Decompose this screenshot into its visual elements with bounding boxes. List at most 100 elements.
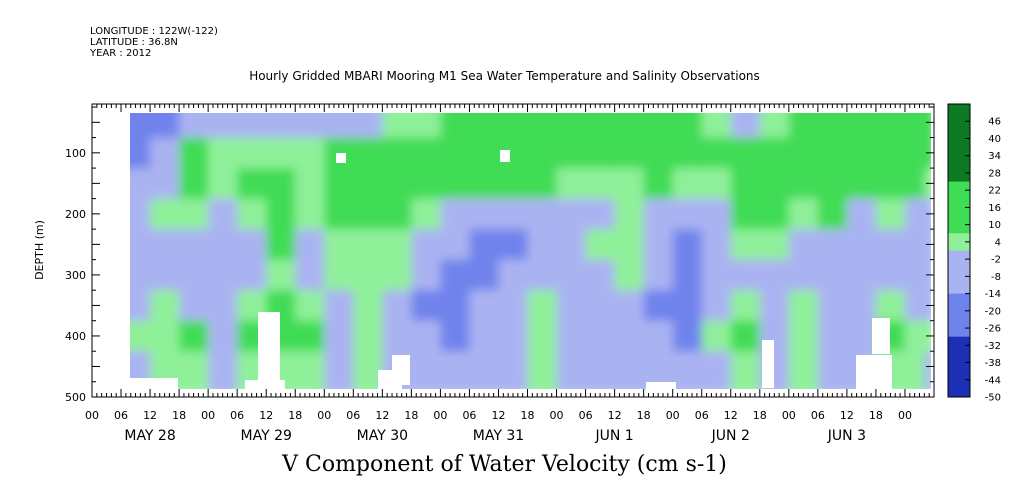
heatmap-cell xyxy=(295,137,326,170)
heatmap-cell xyxy=(875,229,906,261)
missing-data-patch xyxy=(130,378,178,390)
latitude-label: LATITUDE : 36.8N xyxy=(90,37,178,48)
heatmap-cell xyxy=(846,137,877,170)
heatmap-cell xyxy=(266,137,297,170)
heatmap-cell xyxy=(788,320,819,353)
heatmap-cell xyxy=(701,320,732,353)
heatmap-cell xyxy=(614,351,645,389)
x-tick-label: 00 xyxy=(666,409,680,422)
colorbar-swatch xyxy=(948,267,970,277)
heatmap-cell xyxy=(237,198,268,231)
heatmap-cell xyxy=(295,113,326,139)
heatmap-cell xyxy=(295,168,326,200)
heatmap-cell xyxy=(295,198,326,231)
heatmap-cell xyxy=(556,168,587,200)
heatmap-cell xyxy=(179,351,210,389)
heatmap-cell xyxy=(469,259,500,292)
heatmap-cell xyxy=(179,259,210,292)
heatmap-cell xyxy=(788,259,819,292)
heatmap-cell xyxy=(904,137,926,170)
heatmap-cell xyxy=(730,351,761,389)
heatmap-cell xyxy=(730,320,761,353)
missing-data-patch xyxy=(336,153,346,163)
heatmap-cell xyxy=(672,229,703,261)
heatmap-cell xyxy=(904,290,926,322)
colorbar-swatch xyxy=(948,293,970,303)
heatmap-cell xyxy=(295,259,326,292)
heatmap-cell xyxy=(614,259,645,292)
heatmap-cell xyxy=(208,259,239,292)
heatmap-cell xyxy=(701,113,732,139)
colorbar-label: 22 xyxy=(988,186,1001,197)
heatmap-cell xyxy=(208,168,239,200)
x-tick-label: 00 xyxy=(898,409,912,422)
missing-data-patch xyxy=(872,318,890,354)
heatmap-cell xyxy=(672,198,703,231)
heatmap-cell xyxy=(411,198,442,231)
colorbar-label: -14 xyxy=(985,289,1001,300)
heatmap-cell xyxy=(382,198,413,231)
heatmap-cell xyxy=(179,290,210,322)
heatmap-cell xyxy=(440,351,471,389)
heatmap-cell xyxy=(904,113,926,139)
colorbar-swatch xyxy=(948,147,970,157)
heatmap-cell xyxy=(411,113,442,139)
heatmap-cell xyxy=(353,168,384,200)
heatmap-cell xyxy=(643,168,674,200)
x-tick-label: 18 xyxy=(869,409,883,422)
colorbar-swatch xyxy=(948,310,970,320)
heatmap-cell xyxy=(846,259,877,292)
heatmap-cell xyxy=(672,113,703,139)
heatmap-cell xyxy=(411,259,442,292)
heatmap-cell xyxy=(875,259,906,292)
missing-data-patch xyxy=(392,355,410,385)
heatmap-cell xyxy=(556,351,587,389)
heatmap-cell xyxy=(440,168,471,200)
heatmap-cell xyxy=(150,198,181,231)
missing-data-patch xyxy=(646,382,676,390)
colorbar-swatch xyxy=(948,224,970,234)
x-tick-label: 12 xyxy=(375,409,389,422)
heatmap-cell xyxy=(498,320,529,353)
colorbar-swatch xyxy=(948,129,970,139)
heatmap-cell xyxy=(904,259,926,292)
heatmap-cell xyxy=(324,320,355,353)
heatmap-cell xyxy=(130,229,152,261)
x-tick-label: 12 xyxy=(724,409,738,422)
heatmap-cell xyxy=(324,168,355,200)
heatmap-cell xyxy=(614,168,645,200)
heatmap-cell xyxy=(498,198,529,231)
x-tick-label: 00 xyxy=(782,409,796,422)
heatmap-cell xyxy=(266,168,297,200)
heatmap-cell xyxy=(556,320,587,353)
heatmap-cell xyxy=(788,290,819,322)
heatmap-cell xyxy=(130,168,152,200)
heatmap-cell xyxy=(788,168,819,200)
missing-data-regions xyxy=(130,150,892,390)
heatmap-cells xyxy=(130,113,931,389)
heatmap-cell xyxy=(904,351,926,389)
heatmap-cell xyxy=(759,259,790,292)
heatmap-cell xyxy=(585,259,616,292)
heatmap-cell xyxy=(208,351,239,389)
day-label: MAY 31 xyxy=(473,428,524,444)
heatmap-cell xyxy=(382,290,413,322)
heatmap-cell xyxy=(846,168,877,200)
heatmap-cell xyxy=(701,168,732,200)
heatmap-cell xyxy=(498,259,529,292)
colorbar-swatch xyxy=(948,207,970,217)
heatmap-cell xyxy=(469,290,500,322)
missing-data-patch xyxy=(258,312,280,390)
heatmap-cell xyxy=(759,290,790,322)
x-tick-label: 00 xyxy=(317,409,331,422)
colorbar-swatch xyxy=(948,259,970,269)
heatmap-cell xyxy=(875,113,906,139)
heatmap-cell xyxy=(585,137,616,170)
heatmap-cell xyxy=(527,168,558,200)
x-tick-label: 18 xyxy=(753,409,767,422)
day-label: MAY 29 xyxy=(241,428,292,444)
heatmap-cell xyxy=(817,137,848,170)
heatmap-cell xyxy=(469,320,500,353)
heatmap-cell xyxy=(817,168,848,200)
